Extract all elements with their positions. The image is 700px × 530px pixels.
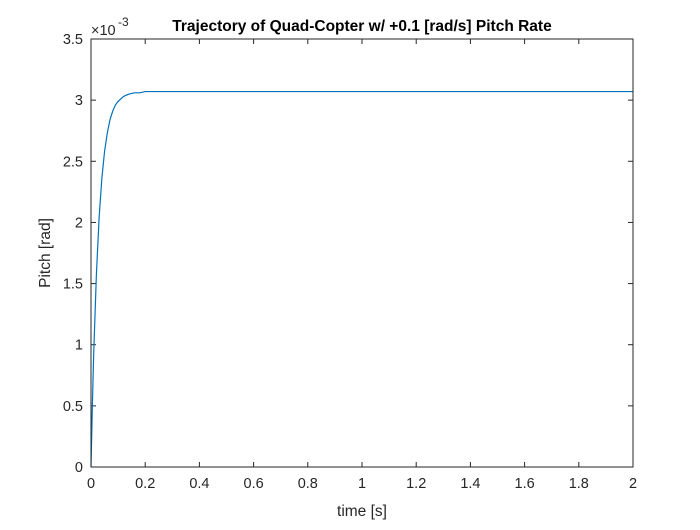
x-tick-label: 1.8 [569, 476, 589, 492]
y-tick-label: 3 [75, 93, 83, 109]
x-tick-label: 1 [358, 476, 366, 492]
y-tick-label: 0.5 [63, 399, 83, 415]
y-exponent-prefix: ×10 [91, 23, 116, 39]
y-tick-label: 2 [75, 215, 83, 231]
x-tick-label: 1.4 [460, 476, 480, 492]
y-tick-label: 1.5 [63, 277, 83, 293]
series-layer [90, 90, 633, 468]
y-tick-label: 1 [75, 338, 83, 354]
y-tick-label: 3.5 [63, 32, 83, 48]
y-exponent-power: -3 [118, 15, 129, 29]
x-tick-label: 2 [629, 476, 637, 492]
y-exponent-label: ×10 -3 [91, 15, 129, 39]
x-tick-label: 0 [87, 476, 95, 492]
x-tick-label: 0.8 [298, 476, 318, 492]
x-tick-label: 1.6 [515, 476, 535, 492]
y-tick-label: 2.5 [63, 154, 83, 170]
y-axis-label: Pitch [rad] [37, 218, 54, 288]
labels-layer: 0 0.2 0.4 0.6 0.8 1 1.2 1.4 1.6 1.8 2 0 0.5 1 1.5 2 2.5 3… [63, 32, 637, 492]
y-tick-label: 0 [75, 460, 83, 476]
plot-area-box [90, 38, 634, 468]
series-line [90, 90, 633, 468]
chart-title: Trajectory of Quad-Copter w/ +0.1 [rad/s… [172, 18, 552, 35]
x-axis-label: time [s] [337, 503, 387, 520]
x-tick-label: 0.4 [189, 476, 209, 492]
x-tick-label: 0.2 [135, 476, 155, 492]
x-tick-label: 1.2 [406, 476, 426, 492]
x-tick-label: 0.6 [244, 476, 264, 492]
